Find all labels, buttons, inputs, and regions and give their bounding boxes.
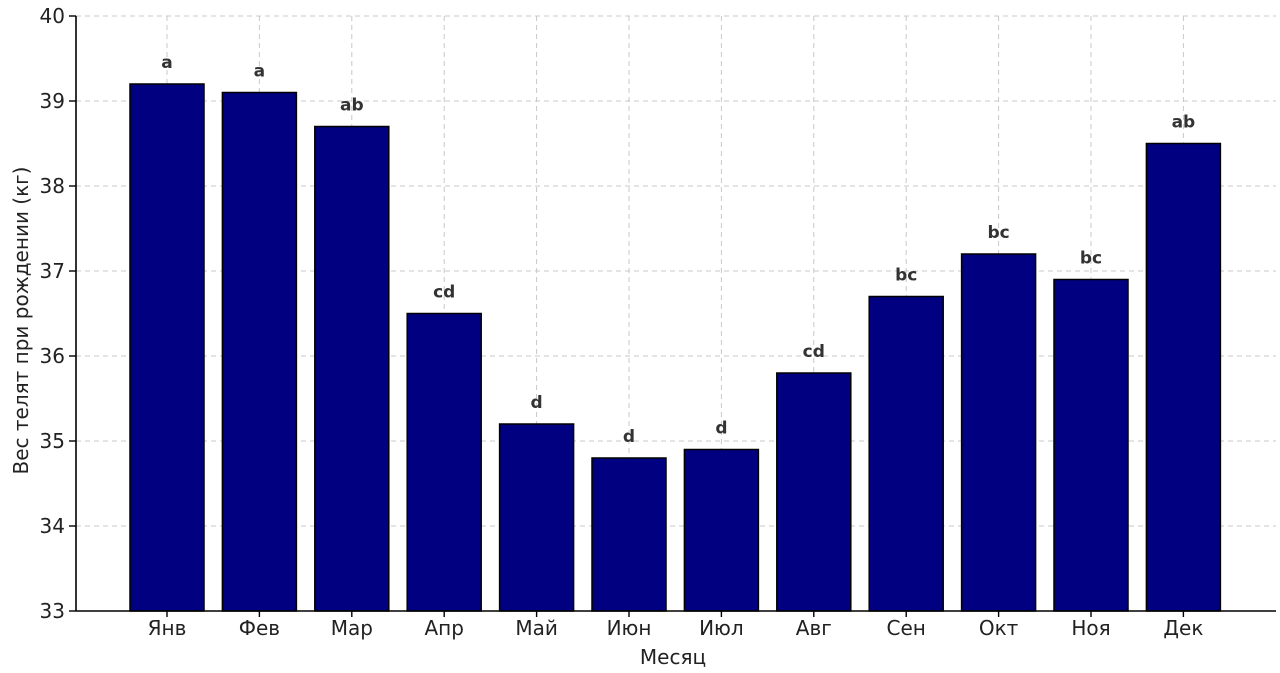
y-tick-label: 35 (40, 429, 65, 453)
axes (75, 16, 1276, 612)
x-tick-label: Янв (148, 616, 187, 640)
bar-Май (498, 423, 575, 612)
x-tick-label: Фев (239, 616, 280, 640)
y-axis-ticks: 33 34 35 36 37 38 39 40 (40, 4, 76, 623)
bar-Фев (221, 91, 298, 612)
bars (129, 83, 1222, 612)
bar-annotation: bc (1080, 249, 1102, 269)
bar-annotation: d (715, 419, 727, 439)
y-axis-title: Вес телят при рождении (кг) (9, 167, 33, 475)
x-tick-label: Авг (796, 616, 832, 640)
bar-Мар (314, 125, 390, 612)
bar-annotation: bc (987, 223, 1009, 243)
y-tick-label: 37 (40, 259, 65, 283)
bar-Авг (776, 372, 852, 612)
x-tick-label: Дек (1163, 616, 1203, 640)
bar-Июн (591, 457, 667, 612)
y-tick-label: 38 (40, 174, 65, 198)
x-tick-label: Апр (424, 616, 463, 640)
x-tick-label: Ноя (1071, 616, 1110, 640)
bar-Дек (1145, 142, 1222, 612)
bar-Окт (960, 253, 1037, 612)
x-axis-title: Месяц (640, 645, 706, 669)
x-axis-ticks: Янв Фев Мар Апр Май Июн Июл Авг Сен Окт Ноя Дек (148, 611, 1203, 640)
bar-Янв (129, 83, 205, 612)
bar-Апр (406, 312, 482, 612)
bar-annotations: a a ab cd d d d cd bc bc bc ab (161, 53, 1195, 447)
bar-annotation: a (254, 62, 265, 82)
y-tick-label: 33 (40, 599, 65, 623)
x-tick-label: Май (515, 616, 558, 640)
y-tick-label: 36 (40, 344, 65, 368)
y-tick-label: 40 (40, 4, 65, 28)
bar-annotation: bc (895, 266, 917, 286)
x-tick-label: Июн (607, 616, 652, 640)
x-tick-label: Июл (699, 616, 744, 640)
x-tick-label: Мар (331, 616, 373, 640)
bar-Сен (868, 295, 944, 612)
bar-annotation: ab (340, 96, 364, 116)
bar-annotation: a (161, 53, 172, 73)
bar-Ноя (1053, 278, 1129, 612)
x-tick-label: Окт (979, 616, 1019, 640)
bar-annotation: cd (803, 342, 825, 362)
bar-annotation: d (531, 393, 543, 413)
bar-annotation: ab (1172, 113, 1196, 133)
bar-Июл (683, 448, 760, 612)
bar-annotation: d (623, 427, 635, 447)
y-tick-label: 39 (40, 89, 65, 113)
y-tick-label: 34 (40, 514, 65, 538)
bar-annotation: cd (433, 283, 455, 303)
x-tick-label: Сен (887, 616, 926, 640)
